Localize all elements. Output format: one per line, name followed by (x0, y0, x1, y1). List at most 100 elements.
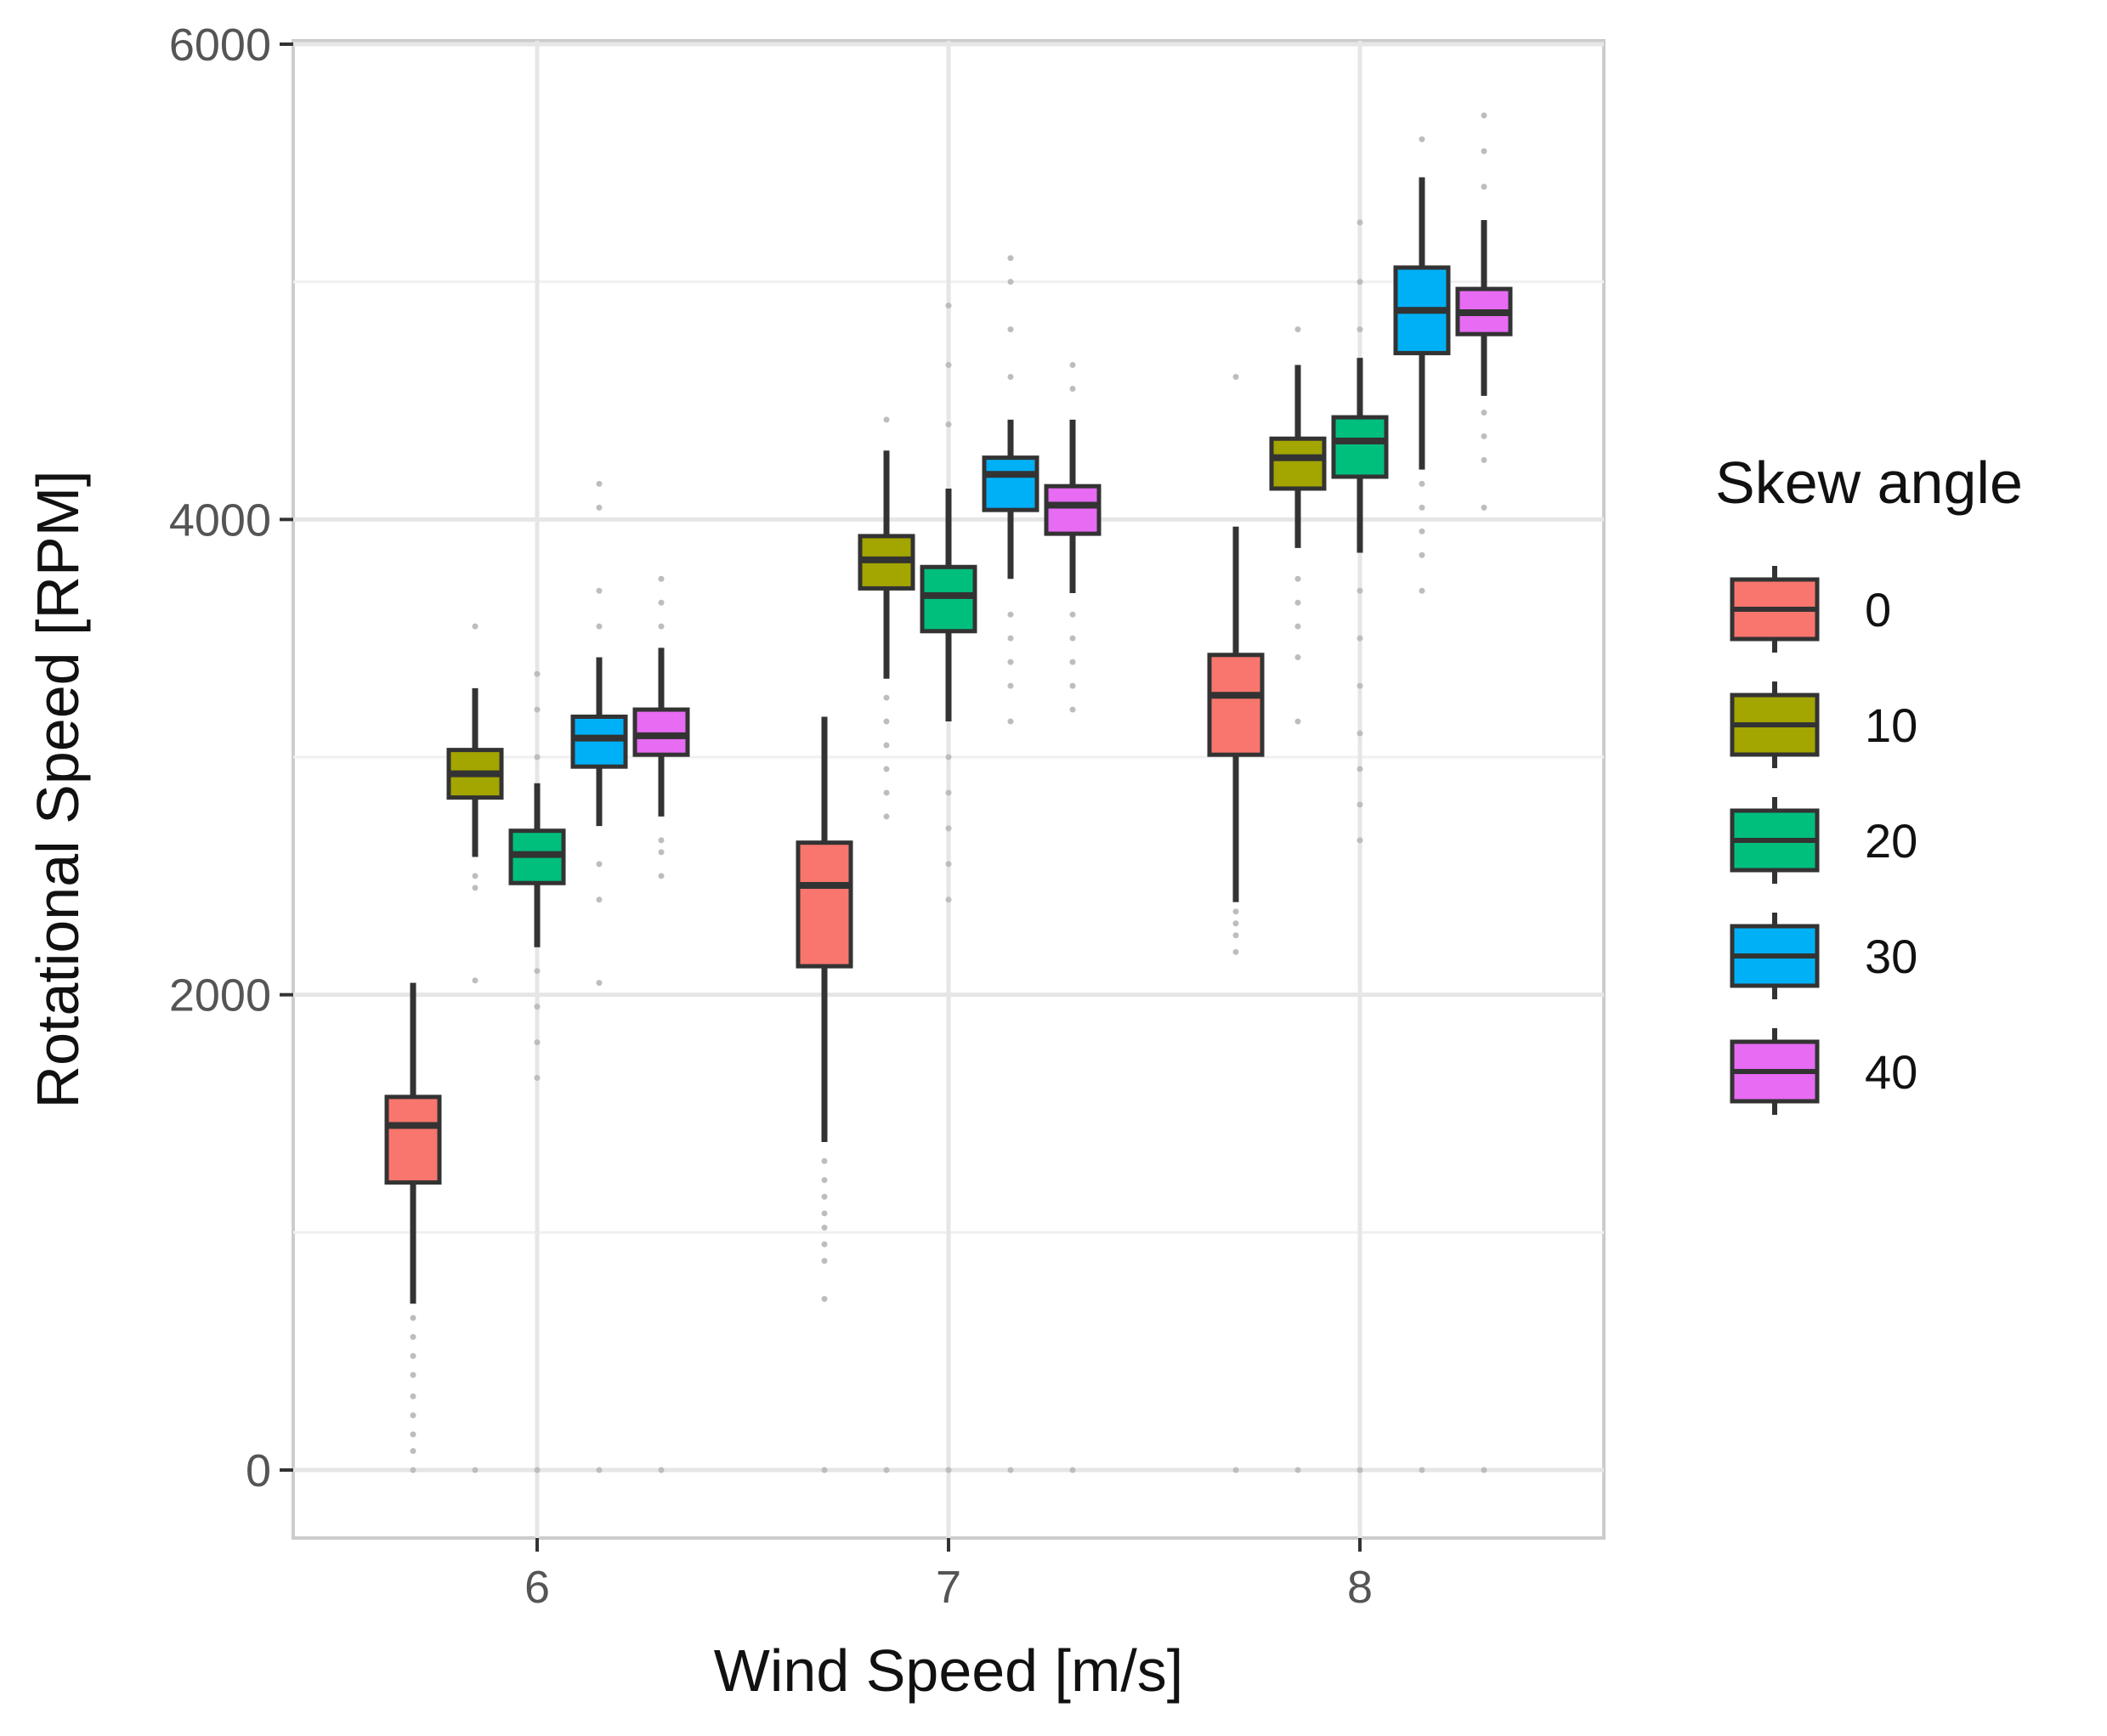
outlier-point (1232, 948, 1239, 955)
outlier-point (1069, 1467, 1076, 1473)
outlier-point (1294, 623, 1301, 630)
outlier-point (1294, 575, 1301, 582)
outlier-point (1232, 920, 1239, 927)
outlier-point (1419, 1467, 1425, 1473)
outlier-point (821, 1467, 828, 1473)
outlier-point (1007, 1467, 1014, 1473)
box-10-8 (1269, 326, 1327, 1473)
outlier-point (1007, 611, 1014, 618)
legend: Skew angle 0 10 20 30 40 (1715, 450, 2023, 1115)
box-0-8 (1207, 374, 1265, 1473)
box-iqr (384, 1094, 442, 1185)
outlier-point (1357, 730, 1363, 737)
outlier-point (534, 1467, 541, 1473)
outlier-point (1357, 635, 1363, 642)
outlier-point (821, 1210, 828, 1217)
box-10-7 (858, 416, 915, 1473)
legend-item-30: 30 (1730, 913, 1917, 999)
outlier-point (410, 1448, 416, 1455)
outlier-point (596, 587, 603, 594)
box-40-8 (1455, 112, 1513, 1473)
outlier-point (1357, 766, 1363, 772)
outlier-point (1007, 718, 1014, 725)
y-tick-label: 2000 (169, 970, 271, 1021)
outlier-point (658, 1467, 665, 1473)
outlier-point (1007, 326, 1014, 333)
outlier-point (883, 742, 890, 749)
outlier-point (1069, 659, 1076, 665)
outlier-point (1481, 433, 1487, 439)
outlier-point (658, 873, 665, 879)
outlier-point (1419, 504, 1425, 511)
outlier-point (945, 421, 952, 427)
outlier-point (821, 1177, 828, 1184)
outlier-point (596, 504, 603, 511)
outlier-point (1232, 908, 1239, 915)
outlier-point (472, 977, 479, 984)
outlier-point (1357, 837, 1363, 844)
box-iqr (1331, 415, 1389, 479)
x-tick-label: 8 (1347, 1562, 1373, 1613)
outlier-point (821, 1258, 828, 1264)
box-iqr (796, 840, 853, 969)
outlier-point (596, 861, 603, 868)
outlier-point (1232, 1467, 1239, 1473)
outlier-point (1419, 136, 1425, 143)
box-iqr (1044, 483, 1102, 536)
box-40-6 (632, 575, 690, 1473)
outlier-point (534, 706, 541, 713)
outlier-point (821, 1224, 828, 1231)
outlier-point (410, 1412, 416, 1419)
axis-ticks: 0 2000 4000 6000 6 7 8 (169, 20, 1373, 1613)
y-axis-title: Rotational Speed [RPM] (25, 471, 91, 1109)
legend-label: 30 (1865, 930, 1917, 983)
legend-items: 0 10 20 30 40 (1730, 566, 1917, 1115)
box-iqr (1269, 436, 1327, 491)
outlier-point (534, 1075, 541, 1082)
outlier-point (534, 670, 541, 677)
box-30-7 (982, 255, 1039, 1473)
outlier-point (596, 480, 603, 487)
legend-title: Skew angle (1715, 450, 2023, 516)
outlier-point (658, 599, 665, 606)
outlier-point (1069, 386, 1076, 393)
outlier-point (1481, 456, 1487, 463)
outlier-point (945, 789, 952, 796)
outlier-point (1007, 635, 1014, 642)
outlier-point (1232, 932, 1239, 939)
outlier-point (658, 623, 665, 630)
outlier-point (534, 1039, 541, 1046)
legend-item-40: 40 (1730, 1028, 1917, 1115)
outlier-point (1069, 635, 1076, 642)
outlier-point (1357, 801, 1363, 808)
outlier-point (1419, 528, 1425, 534)
outlier-point (945, 861, 952, 868)
outlier-point (1007, 374, 1014, 381)
legend-item-0: 0 (1730, 566, 1891, 653)
outlier-point (1294, 326, 1301, 333)
outlier-point (1007, 682, 1014, 689)
box-20-7 (920, 303, 977, 1473)
box-20-8 (1331, 219, 1389, 1473)
outlier-point (821, 1296, 828, 1303)
outlier-point (658, 837, 665, 844)
legend-label: 0 (1865, 583, 1891, 636)
x-axis-title: Wind Speed [m/s] (714, 1637, 1183, 1704)
outlier-point (883, 766, 890, 772)
box-iqr (570, 714, 628, 769)
y-tick-label: 6000 (169, 20, 271, 71)
outlier-point (1007, 659, 1014, 665)
outlier-point (883, 789, 890, 796)
outlier-point (1481, 184, 1487, 190)
box-0-6 (384, 982, 442, 1473)
outlier-point (1294, 1467, 1301, 1473)
outlier-point (1357, 1467, 1363, 1473)
outlier-point (1357, 326, 1363, 333)
outlier-point (883, 1467, 890, 1473)
legend-item-10: 10 (1730, 681, 1917, 768)
outlier-point (883, 416, 890, 423)
outlier-point (1357, 219, 1363, 226)
legend-item-20: 20 (1730, 797, 1917, 884)
outlier-point (883, 718, 890, 725)
legend-label: 10 (1865, 698, 1917, 752)
